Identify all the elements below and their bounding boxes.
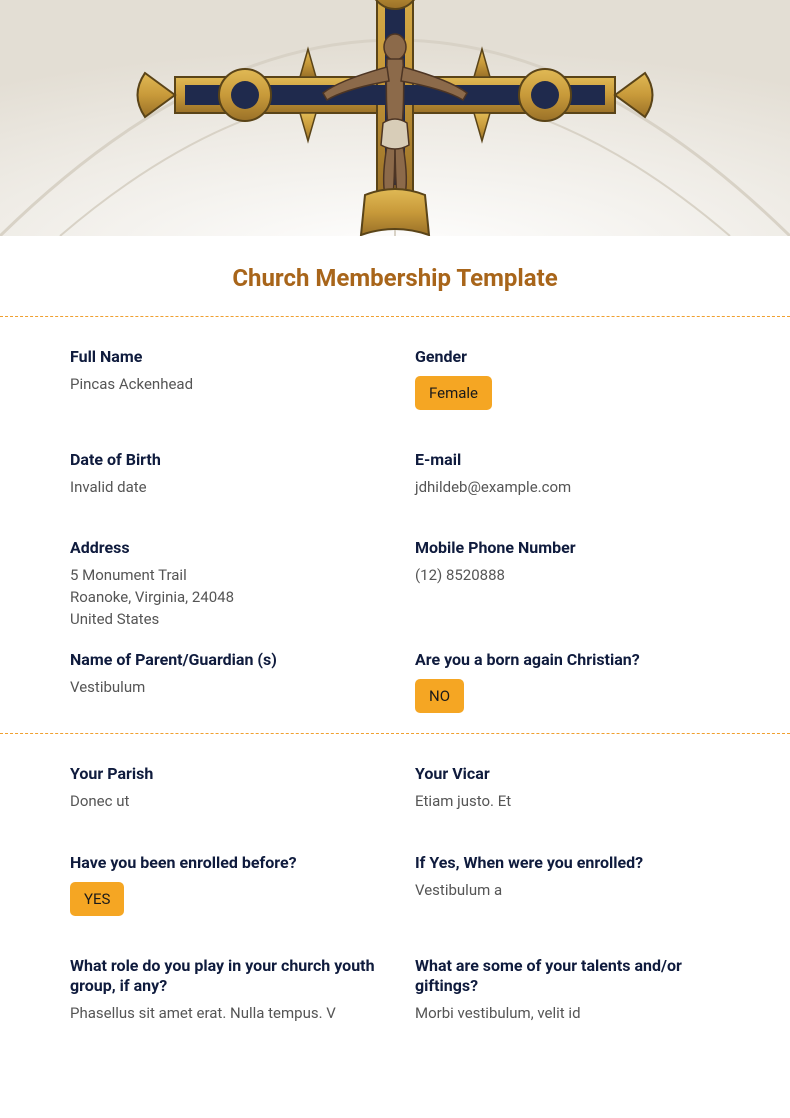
label-email: E-mail <box>415 450 720 471</box>
field-vicar: Your Vicar Etiam justo. Et <box>415 764 720 813</box>
label-mobile: Mobile Phone Number <box>415 538 720 559</box>
field-parish: Your Parish Donec ut <box>70 764 375 813</box>
badge-born-again: NO <box>415 679 464 713</box>
section-church: Your Parish Donec ut Your Vicar Etiam ju… <box>0 734 790 1045</box>
field-address: Address 5 Monument Trail Roanoke, Virgin… <box>70 538 375 630</box>
value-mobile: (12) 8520888 <box>415 565 720 587</box>
value-full-name: Pincas Ackenhead <box>70 374 375 396</box>
value-when-enrolled: Vestibulum a <box>415 880 720 902</box>
field-dob: Date of Birth Invalid date <box>70 450 375 499</box>
field-mobile: Mobile Phone Number (12) 8520888 <box>415 538 720 630</box>
label-guardian: Name of Parent/Guardian (s) <box>70 650 375 671</box>
address-line-3: United States <box>70 609 375 631</box>
value-address: 5 Monument Trail Roanoke, Virginia, 2404… <box>70 565 375 630</box>
field-when-enrolled: If Yes, When were you enrolled? Vestibul… <box>415 853 720 916</box>
value-role: Phasellus sit amet erat. Nulla tempus. V <box>70 1003 375 1025</box>
hero-image <box>0 0 790 236</box>
label-vicar: Your Vicar <box>415 764 720 785</box>
label-enrolled: Have you been enrolled before? <box>70 853 375 874</box>
title-wrap: Church Membership Template <box>0 236 790 316</box>
label-role: What role do you play in your church you… <box>70 956 375 998</box>
value-parish: Donec ut <box>70 791 375 813</box>
label-born-again: Are you a born again Christian? <box>415 650 720 671</box>
address-line-1: 5 Monument Trail <box>70 565 375 587</box>
label-gender: Gender <box>415 347 720 368</box>
label-talents: What are some of your talents and/or gif… <box>415 956 720 998</box>
badge-enrolled: YES <box>70 882 124 916</box>
value-dob: Invalid date <box>70 477 375 499</box>
label-parish: Your Parish <box>70 764 375 785</box>
field-gender: Gender Female <box>415 347 720 410</box>
field-role: What role do you play in your church you… <box>70 956 375 1025</box>
value-guardian: Vestibulum <box>70 677 375 699</box>
badge-gender: Female <box>415 376 492 410</box>
field-guardian: Name of Parent/Guardian (s) Vestibulum <box>70 650 375 713</box>
field-email: E-mail jdhildeb@example.com <box>415 450 720 499</box>
field-enrolled: Have you been enrolled before? YES <box>70 853 375 916</box>
field-full-name: Full Name Pincas Ackenhead <box>70 347 375 410</box>
page-title: Church Membership Template <box>0 264 790 292</box>
address-line-2: Roanoke, Virginia, 24048 <box>70 587 375 609</box>
value-email: jdhildeb@example.com <box>415 477 720 499</box>
label-dob: Date of Birth <box>70 450 375 471</box>
field-born-again: Are you a born again Christian? NO <box>415 650 720 713</box>
label-when-enrolled: If Yes, When were you enrolled? <box>415 853 720 874</box>
value-vicar: Etiam justo. Et <box>415 791 720 813</box>
label-full-name: Full Name <box>70 347 375 368</box>
label-address: Address <box>70 538 375 559</box>
section-personal: Full Name Pincas Ackenhead Gender Female… <box>0 317 790 733</box>
field-talents: What are some of your talents and/or gif… <box>415 956 720 1025</box>
value-talents: Morbi vestibulum, velit id <box>415 1003 720 1025</box>
